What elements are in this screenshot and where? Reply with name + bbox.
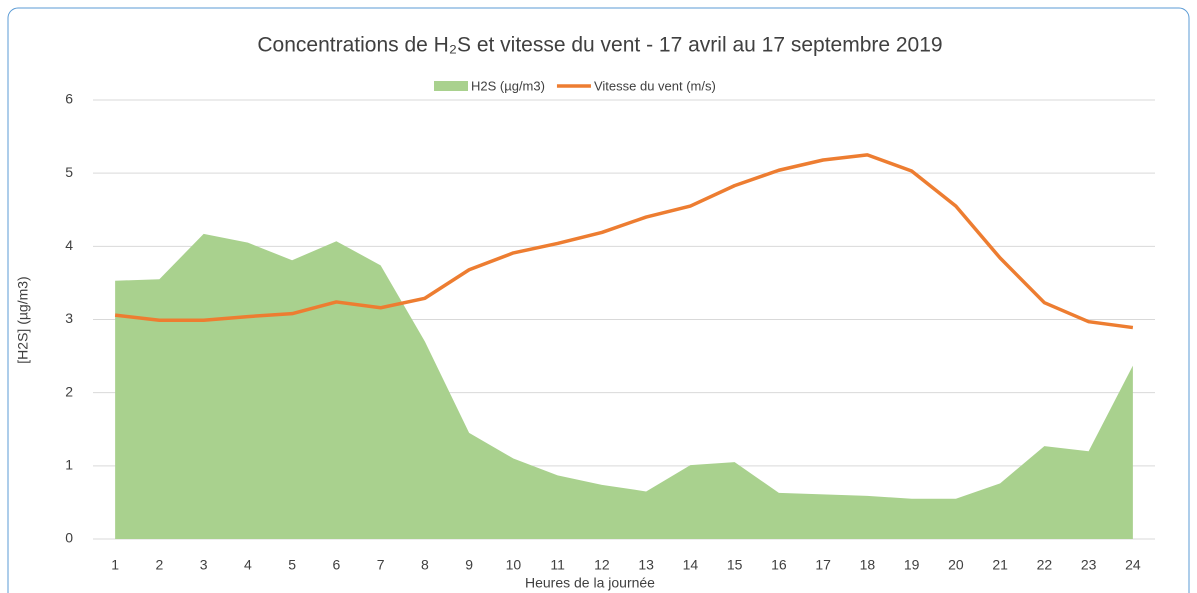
legend-label: Vitesse du vent (m/s) xyxy=(594,78,716,93)
x-tick-label: 24 xyxy=(1125,557,1141,573)
x-tick-label: 2 xyxy=(155,557,163,573)
x-tick-label: 12 xyxy=(594,557,610,573)
legend-swatch xyxy=(434,81,468,91)
area xyxy=(115,233,1133,539)
x-tick-label: 9 xyxy=(465,557,473,573)
legend-label: H2S (µg/m3) xyxy=(471,78,545,93)
x-tick-label: 18 xyxy=(860,557,876,573)
line xyxy=(114,153,1134,330)
x-tick-label: 23 xyxy=(1081,557,1097,573)
x-tick-label: 4 xyxy=(244,557,252,573)
x-tick-label: 3 xyxy=(200,557,208,573)
x-tick-label: 21 xyxy=(992,557,1008,573)
x-tick-label: 6 xyxy=(332,557,340,573)
x-tick-label: 10 xyxy=(506,557,522,573)
x-axis-label: Heures de la journée xyxy=(525,575,655,591)
x-tick-label: 8 xyxy=(421,557,429,573)
y-tick-label: 4 xyxy=(65,237,73,253)
x-tick-label: 13 xyxy=(638,557,654,573)
x-tick-label: 20 xyxy=(948,557,964,573)
x-tick-label: 11 xyxy=(550,557,565,573)
x-tick-label: 5 xyxy=(288,557,296,573)
y-tick-label: 1 xyxy=(65,457,73,473)
x-tick-label: 17 xyxy=(815,557,831,573)
chart-title: Concentrations de H₂S et vitesse du vent… xyxy=(257,34,942,57)
x-tick-label: 22 xyxy=(1037,557,1053,573)
y-axis-label: [H2S] (µg/m3) xyxy=(15,276,31,363)
x-tick-label: 15 xyxy=(727,557,743,573)
x-tick-label: 1 xyxy=(111,557,119,573)
y-tick-label: 5 xyxy=(65,164,73,180)
y-tick-label: 6 xyxy=(65,91,73,107)
x-tick-label: 16 xyxy=(771,557,787,573)
y-tick-label: 2 xyxy=(65,383,73,399)
x-tick-label: 14 xyxy=(683,557,699,573)
y-tick-label: 0 xyxy=(65,530,73,546)
x-tick-label: 19 xyxy=(904,557,920,573)
y-tick-label: 3 xyxy=(65,310,73,326)
x-tick-label: 7 xyxy=(377,557,385,573)
